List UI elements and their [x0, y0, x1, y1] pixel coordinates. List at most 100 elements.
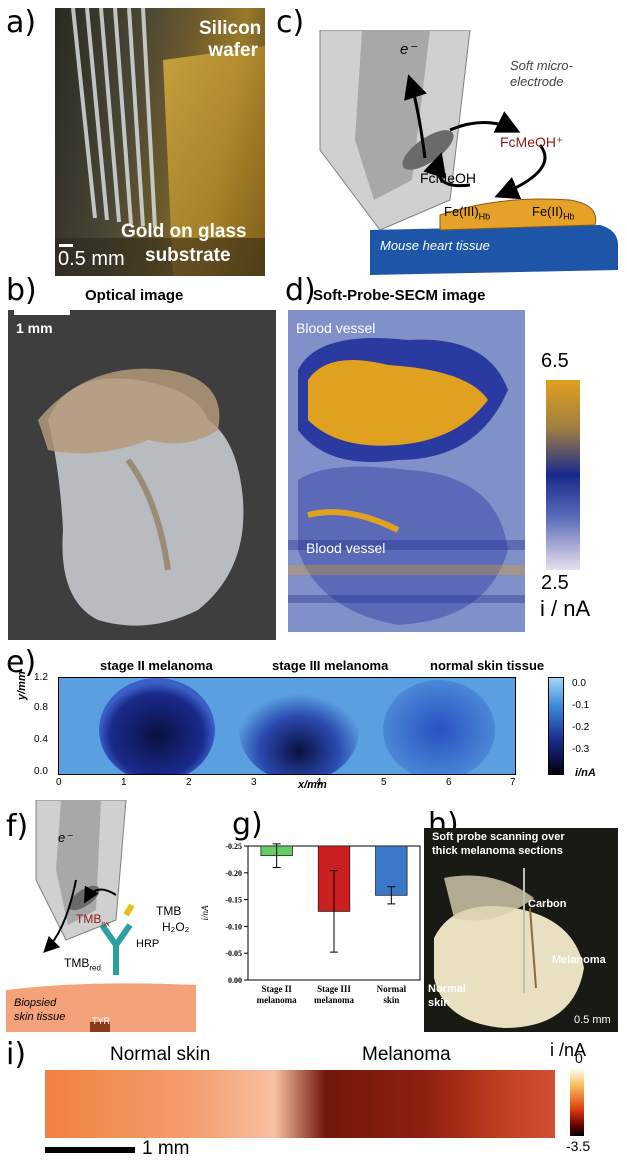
- electrode-schematic: e⁻ Soft micro- electrode FcMeOH⁺ FcMeOH …: [300, 30, 622, 285]
- normal-skin-label-h-1: Normal: [428, 983, 466, 995]
- e-ytick-2: 0.4: [34, 734, 48, 745]
- e-cbtick-3: -0.3: [572, 744, 590, 755]
- category-label: melanoma: [257, 995, 297, 1005]
- i-colorbar: [570, 1068, 584, 1136]
- scale-bar-label-i: 1 mm: [142, 1138, 190, 1159]
- scale-bar-label-h: 0.5 mm: [574, 1014, 611, 1026]
- silicon-label-2: wafer: [208, 40, 258, 61]
- y-tick-label: -0.05: [225, 949, 242, 958]
- e-xtick-1: 1: [121, 777, 127, 788]
- region-normal-label: normal skin tissue: [430, 658, 545, 673]
- melanoma-photo-illustration: [434, 868, 584, 1028]
- category-label: Normal: [377, 984, 407, 994]
- fcmeoh-plus-label: FcMeOH⁺: [500, 134, 564, 150]
- e-cbtick-0: 0.0: [572, 678, 586, 689]
- stage-heatmap: [58, 677, 516, 775]
- fcmeoh-label: FcMeOH: [420, 170, 476, 186]
- scale-bar-b: [14, 310, 70, 315]
- tmb-red-subscript: red: [89, 963, 101, 973]
- e-xtick-3: 3: [251, 777, 257, 788]
- e-ytick-1: 0.8: [34, 702, 48, 713]
- scale-bar-i: [45, 1147, 135, 1153]
- panel-e-label: e): [6, 645, 37, 680]
- e-cbtick-2: -0.2: [572, 722, 590, 733]
- i-cb-min: -3.5: [566, 1138, 591, 1154]
- blood-vessel-label-top: Blood vessel: [296, 320, 376, 336]
- y-tick-label: -0.10: [225, 922, 242, 931]
- soft-electrode-label-2: electrode: [510, 74, 564, 89]
- immunoassay-diagram: [6, 800, 196, 1032]
- panel-a-label: a): [6, 5, 37, 40]
- i-cb-max: 0: [575, 1050, 583, 1066]
- category-label: melanoma: [314, 995, 354, 1005]
- carbon-label: Carbon: [528, 898, 567, 910]
- stage-heatmap-illustration: [99, 678, 495, 774]
- gold-label-2: substrate: [145, 245, 231, 266]
- immunoassay-schematic: e⁻ TMBox TMB H₂O₂ HRP TMBred Biopsied sk…: [6, 800, 196, 1032]
- fe2-label: Fe(II): [532, 204, 564, 219]
- tmb-red-label: TMB: [64, 956, 90, 970]
- y-axis-label: i/nA: [200, 905, 210, 921]
- e-ytick-0: 1.2: [34, 672, 48, 683]
- silicon-label-1: Silicon: [199, 18, 262, 39]
- secm-colorbar: [546, 380, 580, 570]
- tyr-label: TYR: [92, 1016, 110, 1026]
- i-cb-unit: i /nA: [550, 1040, 587, 1060]
- soft-electrode-label-1: Soft micro-: [510, 58, 573, 73]
- tmb-ox-label: TMB: [76, 912, 102, 926]
- e-xtick-6: 6: [446, 777, 452, 788]
- fe3-subscript: Hb: [478, 211, 491, 222]
- melanoma-label-i: Melanoma: [362, 1044, 451, 1065]
- e-xtick-2: 2: [186, 777, 192, 788]
- panel-c-label: c): [276, 5, 305, 40]
- blood-vessel-label-bottom: Blood vessel: [306, 540, 386, 556]
- secm-image: Blood vessel Blood vessel: [288, 310, 525, 632]
- e-xtick-5: 5: [381, 777, 387, 788]
- electrode-diagram: [319, 30, 618, 275]
- tmb-ox-subscript: ox: [101, 919, 110, 929]
- colorbar-min-label: 2.5: [541, 572, 569, 594]
- tmb-label: TMB: [156, 904, 182, 918]
- optical-image-title: Optical image: [85, 287, 184, 304]
- gold-label-1: Gold on glass: [121, 221, 247, 242]
- panel-f-label: f): [6, 809, 29, 844]
- biopsied-tissue-label-2: skin tissue: [14, 1011, 66, 1023]
- y-tick-label: 0.00: [228, 976, 242, 985]
- e-xlabel: x/mm: [298, 779, 327, 791]
- normal-skin-label-i: Normal skin: [110, 1044, 211, 1065]
- category-label: skin: [383, 995, 399, 1005]
- h-title-line-2: thick melanoma sections: [432, 845, 563, 857]
- e-cb-unit: i/nA: [575, 767, 596, 779]
- panel-i-label: i): [6, 1037, 27, 1072]
- optical-heart-photo: 1 mm: [8, 310, 276, 640]
- region-stage2-label: stage II melanoma: [100, 658, 213, 673]
- fe3-label: Fe(III): [444, 204, 479, 219]
- y-tick-label: -0.20: [225, 869, 242, 878]
- secm-image-title: Soft-Probe-SECM image: [313, 287, 486, 304]
- h2o2-label: H₂O₂: [162, 920, 190, 934]
- e-xtick-0: 0: [56, 777, 62, 788]
- bar-chart-svg: -0.25 -0.20 -0.15 -0.10 -0.05 0.00 i/nA Stage I…: [200, 842, 421, 1005]
- fe2-subscript: Hb: [563, 211, 575, 222]
- e-ylabel: y/mm: [16, 671, 28, 700]
- electron-label-c: e⁻: [400, 41, 417, 58]
- y-tick-label: -0.15: [225, 896, 242, 905]
- panel-d-label: d): [285, 273, 316, 308]
- colorbar-unit-label: i / nA: [540, 596, 591, 621]
- silicon-wafer-photo: Silicon wafer Gold on glass substrate 0.…: [55, 8, 265, 276]
- region-stage3-label: stage III melanoma: [272, 658, 389, 673]
- panel-g-label: g): [232, 807, 263, 842]
- e-xtick-4: 4: [316, 777, 322, 788]
- bar-chart: -0.25 -0.20 -0.15 -0.10 -0.05 0.00 i/nA Stage I…: [192, 838, 424, 1038]
- panel-b-label: b): [6, 273, 37, 308]
- colorbar-max-label: 6.5: [541, 350, 569, 372]
- category-label: Stage III: [317, 984, 351, 994]
- secm-heatmap-illustration: [288, 310, 525, 632]
- y-tick-label: -0.25: [225, 842, 242, 851]
- heart-optical-illustration: [38, 368, 244, 626]
- skin-heatmap: [45, 1070, 555, 1138]
- e-xtick-7: 7: [510, 777, 516, 788]
- e-cbtick-1: -0.1: [572, 700, 590, 711]
- e-colorbar: [548, 677, 564, 775]
- electron-label-f: e⁻: [58, 830, 73, 845]
